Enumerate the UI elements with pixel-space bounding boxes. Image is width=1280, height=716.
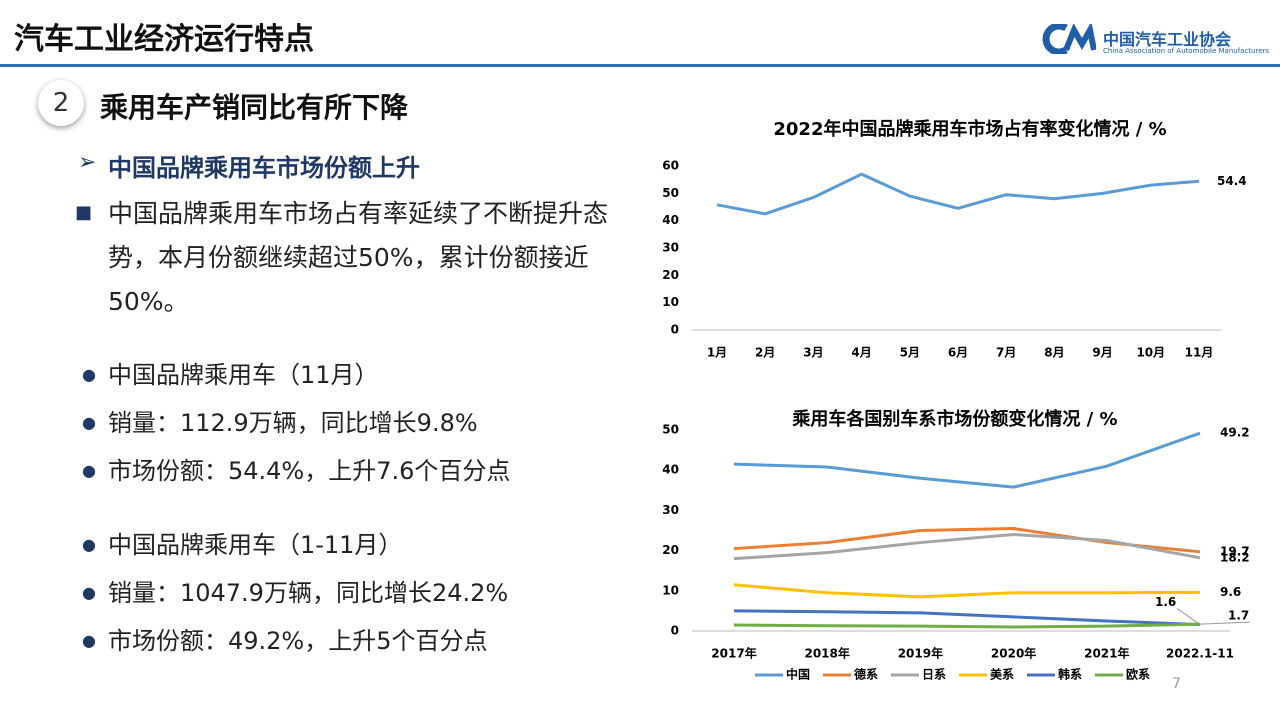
chart-title: 乘用车各国别车系市场份额变化情况 / % — [791, 408, 1117, 430]
subheading: 中国品牌乘用车市场份额上升 — [108, 154, 420, 182]
x-tick-label: 1月 — [707, 346, 727, 360]
data-label: 9.6 — [1220, 585, 1241, 599]
legend-label: 欧系 — [1126, 667, 1150, 682]
y-tick-label: 50 — [662, 186, 679, 200]
line — [733, 609, 1201, 627]
square-icon: ■ — [75, 202, 93, 223]
x-tick-label: 6月 — [948, 346, 968, 360]
bullet-text: 中国品牌乘用车（1-11月） — [107, 531, 403, 559]
line — [733, 622, 1201, 629]
legend-label: 中国 — [786, 667, 810, 682]
legend-label: 日系 — [922, 667, 946, 682]
leader-line — [1176, 608, 1201, 625]
y-tick-label: 50 — [662, 423, 679, 437]
x-tick-label: 7月 — [996, 346, 1016, 360]
data-label: 1.7 — [1228, 609, 1249, 623]
header-rule — [0, 64, 1280, 67]
x-tick-label: 4月 — [851, 346, 871, 360]
data-label: 18.2 — [1220, 550, 1250, 564]
x-tick-label: 3月 — [803, 346, 823, 360]
logo-text: 中国汽车工业协会 — [1103, 30, 1232, 49]
chart-title: 2022年中国品牌乘用车市场占有率变化情况 / % — [773, 118, 1166, 140]
x-tick-label: 10月 — [1136, 346, 1165, 360]
bullet: ● 销量：1047.9万辆，同比增长24.2% — [82, 579, 509, 607]
line — [733, 583, 1201, 599]
x-tick-label: 2020年 — [991, 646, 1036, 661]
y-tick-label: 0 — [671, 624, 679, 638]
bullet-text: 销量：112.9万辆，同比增长9.8% — [107, 409, 478, 437]
x-tick-label: 2022.1-11 — [1166, 647, 1234, 661]
y-tick-label: 20 — [662, 543, 679, 557]
arrow-icon: ➢ — [78, 150, 97, 175]
x-tick-label: 5月 — [900, 346, 920, 360]
logo-mark — [1042, 24, 1096, 54]
y-tick-label: 40 — [662, 463, 679, 477]
bullet: ● 中国品牌乘用车（11月） — [82, 361, 379, 389]
bullet-text: 市场份额：54.4%，上升7.6个百分点 — [107, 457, 511, 485]
x-tick-label: 2017年 — [711, 646, 756, 661]
legend-label: 韩系 — [1058, 667, 1082, 682]
y-tick-label: 10 — [662, 295, 679, 309]
x-tick-label: 2018年 — [804, 646, 849, 661]
y-tick-label: 60 — [662, 159, 679, 173]
data-label: 49.2 — [1220, 426, 1250, 440]
leader-line — [1199, 621, 1251, 625]
y-tick-label: 30 — [662, 503, 679, 517]
bullet: ● 中国品牌乘用车（1-11月） — [82, 531, 403, 559]
bullet: ● 市场份额：54.4%，上升7.6个百分点 — [82, 457, 511, 485]
x-tick-label: 2月 — [755, 346, 775, 360]
legend-label: 美系 — [990, 667, 1014, 682]
line — [733, 431, 1201, 489]
data-label: 19.7 — [1220, 544, 1250, 558]
section-number: 2 — [38, 80, 84, 126]
x-tick-label: 2021年 — [1084, 646, 1129, 661]
data-label: 54.4 — [1217, 174, 1247, 188]
page-number: 7 — [1172, 676, 1181, 692]
legend-label: 德系 — [854, 667, 878, 682]
y-tick-label: 40 — [662, 213, 679, 227]
line — [733, 533, 1201, 561]
y-tick-label: 20 — [662, 268, 679, 282]
x-tick-label: 11月 — [1185, 346, 1214, 360]
y-tick-label: 0 — [671, 323, 679, 337]
bullet: ● 销量：112.9万辆，同比增长9.8% — [82, 409, 478, 437]
x-tick-label: 9月 — [1092, 346, 1112, 360]
section-title: 乘用车产销同比有所下降 — [100, 91, 409, 124]
y-tick-label: 30 — [662, 241, 679, 255]
line — [716, 172, 1200, 216]
x-tick-label: 2019年 — [898, 646, 943, 661]
bullet: ● 市场份额：49.2%，上升5个百分点 — [82, 627, 488, 655]
line — [733, 526, 1201, 554]
x-tick-label: 8月 — [1044, 346, 1064, 360]
bullet-text: 销量：1047.9万辆，同比增长24.2% — [107, 579, 509, 607]
bullet-text: 市场份额：49.2%，上升5个百分点 — [107, 627, 488, 655]
data-label: 1.6 — [1155, 595, 1176, 609]
logo-subtext: China Association of Automobile Manufact… — [1103, 47, 1270, 55]
paragraph: 中国品牌乘用车市场占有率延续了不断提升态势，本月份额继续超过50%，累计份额接近… — [108, 199, 609, 316]
header-title: 汽车工业经济运行特点 — [14, 22, 314, 57]
y-tick-label: 10 — [662, 583, 679, 597]
bullet-text: 中国品牌乘用车（11月） — [107, 361, 379, 389]
